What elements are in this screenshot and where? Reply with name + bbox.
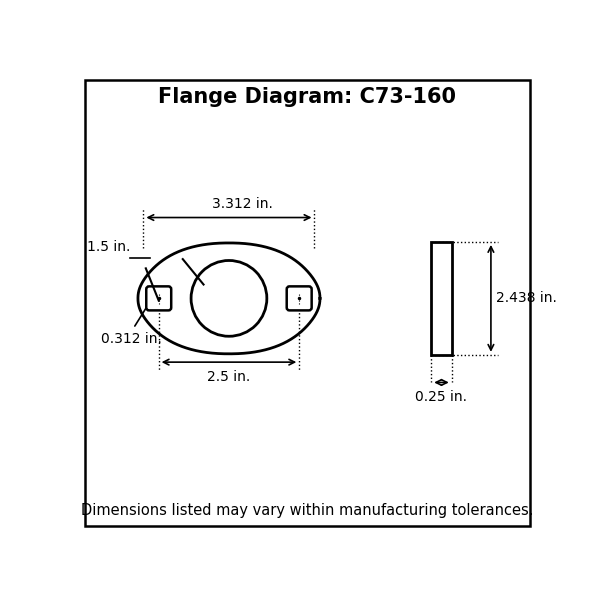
Text: 3.312 in.: 3.312 in. bbox=[212, 197, 273, 211]
Text: 2.438 in.: 2.438 in. bbox=[496, 292, 557, 305]
Text: 2.5 in.: 2.5 in. bbox=[208, 370, 251, 384]
FancyBboxPatch shape bbox=[287, 286, 311, 310]
FancyBboxPatch shape bbox=[146, 286, 171, 310]
Text: 0.25 in.: 0.25 in. bbox=[415, 391, 467, 404]
Circle shape bbox=[191, 260, 267, 336]
Text: Dimensions listed may vary within manufacturing tolerances.: Dimensions listed may vary within manufa… bbox=[81, 503, 534, 518]
Text: 0.312 in.: 0.312 in. bbox=[101, 332, 161, 346]
Text: Flange Diagram: C73-160: Flange Diagram: C73-160 bbox=[158, 88, 457, 107]
Bar bbox=[431, 242, 452, 355]
Polygon shape bbox=[138, 243, 320, 354]
Text: 1.5 in.: 1.5 in. bbox=[87, 241, 131, 254]
